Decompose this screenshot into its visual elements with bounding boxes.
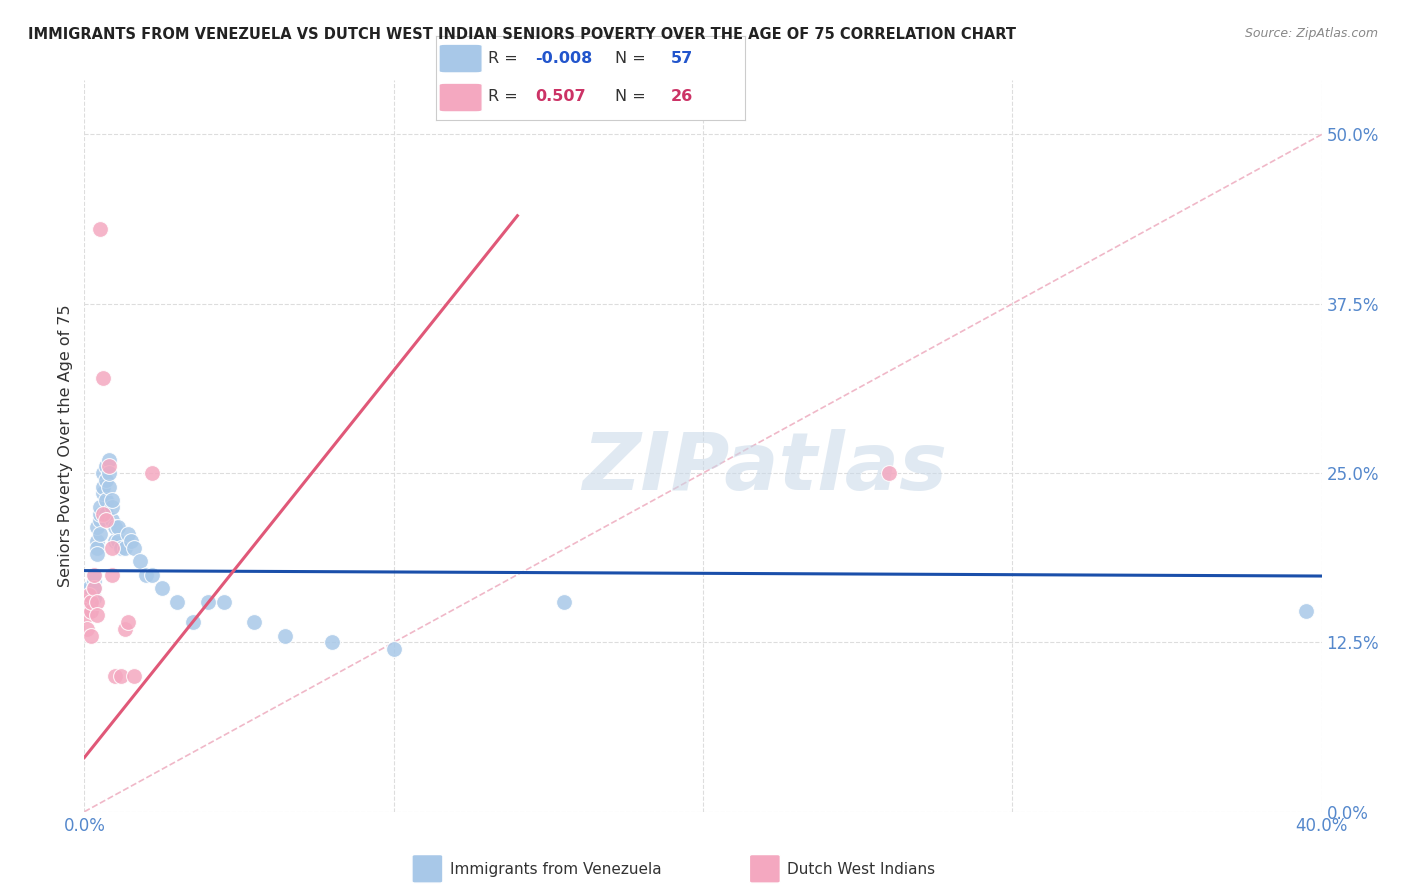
Point [101, 500, 124, 514]
Point [107, 533, 129, 548]
Point [212, 595, 235, 609]
Point [553, 595, 575, 609]
Text: Immigrants from Venezuela: Immigrants from Venezuela [450, 863, 662, 877]
Point [94, 507, 117, 521]
Point [135, 567, 157, 582]
FancyBboxPatch shape [439, 83, 482, 112]
Point [104, 669, 127, 683]
Point [243, 615, 266, 629]
Point [122, 541, 145, 555]
Point [86, 547, 108, 561]
Point [101, 567, 124, 582]
Point [77, 581, 100, 595]
Point [382, 642, 405, 657]
Point [91, 507, 114, 521]
Point [89, 500, 111, 514]
Point [79, 588, 101, 602]
Point [77, 588, 100, 602]
Point [117, 615, 139, 629]
Text: N =: N = [616, 89, 651, 104]
Point [98, 466, 121, 480]
Point [114, 541, 136, 555]
Text: IMMIGRANTS FROM VENEZUELA VS DUTCH WEST INDIAN SENIORS POVERTY OVER THE AGE OF 7: IMMIGRANTS FROM VENEZUELA VS DUTCH WEST … [28, 27, 1017, 42]
Text: 57: 57 [671, 51, 693, 66]
Point [101, 493, 124, 508]
Point [79, 629, 101, 643]
Point [83, 567, 105, 582]
Point [86, 608, 108, 623]
Point [79, 595, 101, 609]
Text: 0.507: 0.507 [534, 89, 585, 104]
Point [76, 608, 98, 623]
Point [86, 533, 108, 548]
Point [79, 604, 101, 618]
Point [141, 567, 163, 582]
Point [83, 591, 105, 605]
FancyBboxPatch shape [439, 45, 482, 73]
Point [91, 486, 114, 500]
Y-axis label: Seniors Poverty Over the Age of 75: Seniors Poverty Over the Age of 75 [58, 305, 73, 587]
Point [129, 554, 152, 568]
Point [110, 669, 132, 683]
Point [107, 520, 129, 534]
Point [86, 520, 108, 534]
Point [321, 635, 343, 649]
Point [104, 520, 127, 534]
Point [76, 601, 98, 615]
Point [122, 669, 145, 683]
Point [86, 595, 108, 609]
Point [94, 473, 117, 487]
Text: Dutch West Indians: Dutch West Indians [787, 863, 935, 877]
Point [83, 567, 105, 582]
Point [94, 493, 117, 508]
Point [83, 581, 105, 595]
Point [150, 581, 173, 595]
Point [98, 480, 121, 494]
Point [101, 541, 124, 555]
Text: Source: ZipAtlas.com: Source: ZipAtlas.com [1244, 27, 1378, 40]
Point [77, 595, 100, 609]
Point [76, 591, 98, 605]
Point [76, 601, 98, 615]
Point [83, 574, 105, 589]
Point [76, 622, 98, 636]
Point [1295, 604, 1317, 618]
Point [83, 581, 105, 595]
Point [114, 622, 136, 636]
Point [877, 466, 900, 480]
Text: ZIPatlas: ZIPatlas [582, 429, 948, 507]
Point [197, 595, 219, 609]
Point [166, 595, 188, 609]
Point [89, 222, 111, 236]
Point [89, 507, 111, 521]
Point [91, 371, 114, 385]
Point [79, 595, 101, 609]
Point [82, 585, 104, 599]
Point [110, 541, 132, 555]
Text: N =: N = [616, 51, 651, 66]
Point [101, 514, 124, 528]
Point [91, 480, 114, 494]
Point [98, 459, 121, 474]
Point [141, 466, 163, 480]
Point [181, 615, 204, 629]
Text: -0.008: -0.008 [534, 51, 592, 66]
Point [89, 514, 111, 528]
Point [94, 514, 117, 528]
Point [89, 527, 111, 541]
Point [76, 583, 98, 598]
Point [274, 629, 297, 643]
Point [94, 459, 117, 474]
Text: 26: 26 [671, 89, 693, 104]
Point [75, 595, 97, 609]
Point [91, 466, 114, 480]
Point [120, 533, 142, 548]
Point [79, 604, 101, 618]
Point [86, 541, 108, 555]
Text: R =: R = [488, 89, 529, 104]
Point [98, 452, 121, 467]
Text: R =: R = [488, 51, 523, 66]
Point [104, 533, 127, 548]
Point [117, 527, 139, 541]
